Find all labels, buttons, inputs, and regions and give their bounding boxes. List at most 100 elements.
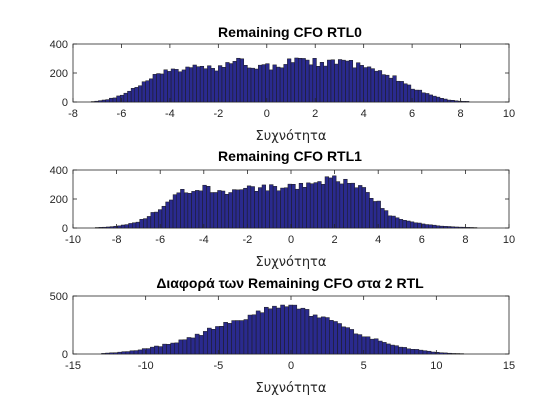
histogram-bar (101, 353, 106, 355)
histogram-bar (251, 314, 257, 355)
histogram-bar (174, 69, 179, 103)
x-tick-label: 6 (409, 108, 415, 120)
histogram-bar (138, 85, 143, 103)
histogram-bar (439, 98, 444, 103)
histogram-bar (367, 66, 372, 103)
histogram-bar (167, 71, 172, 103)
y-axis-ticks-rtl0: 0 200 400 (50, 39, 509, 109)
x-tick-label: -10 (65, 234, 81, 246)
histogram-bar (139, 219, 144, 229)
histogram-bar (235, 320, 241, 355)
histogram-bar (321, 184, 326, 229)
histogram-bar (149, 78, 154, 103)
x-tick-label: 6 (419, 234, 425, 246)
histogram-bar (214, 70, 219, 103)
histogram-bar (417, 89, 423, 103)
histogram-bar (291, 184, 296, 229)
histogram-bar (443, 352, 448, 355)
x-tick-label: -2 (243, 234, 253, 246)
histogram-bar (374, 70, 379, 103)
histogram-bar (194, 333, 200, 355)
histogram-bar (414, 89, 419, 103)
histogram-bar (182, 339, 188, 355)
histogram-bar (414, 349, 420, 355)
y-tick-label: 0 (62, 97, 68, 109)
x-axis-ticks-difference: -15 -10 -5 0 5 10 15 (65, 296, 515, 372)
histogram-bar (392, 75, 397, 103)
histogram-bar (406, 348, 412, 355)
histogram-bar (221, 67, 226, 103)
histogram-bar (165, 201, 170, 229)
histogram-bar (381, 74, 386, 103)
histogram-bar (341, 59, 346, 103)
histogram-bar (394, 345, 399, 355)
histogram-bar (407, 84, 412, 103)
histogram-bar (402, 220, 407, 229)
histogram-bar (399, 81, 404, 103)
histogram-bar (280, 304, 285, 355)
histogram-bar (146, 216, 152, 229)
histogram-bar (150, 346, 155, 355)
x-tick-label: 0 (288, 360, 294, 372)
histogram-bar (438, 352, 444, 355)
histogram-bar (353, 333, 359, 355)
histogram-bar (410, 221, 415, 229)
histogram-bar (280, 187, 285, 229)
histogram-bar (372, 201, 378, 229)
histogram-bar (170, 342, 175, 355)
histogram-bar (306, 182, 311, 229)
histogram-bar (180, 189, 185, 229)
histogram-bar (232, 189, 237, 229)
histogram-bar (357, 334, 363, 355)
histogram-bar (276, 307, 281, 355)
histogram-bar (254, 191, 259, 229)
histogram-bar (203, 68, 208, 103)
histogram-bar (166, 344, 171, 355)
y-tick-label: 200 (50, 68, 68, 80)
histogram-bar (436, 96, 441, 103)
histogram-bar (265, 190, 270, 229)
x-tick-label: -10 (138, 360, 154, 372)
histogram-bar (101, 99, 106, 103)
histogram-bar (290, 62, 295, 103)
histogram-bar (377, 70, 383, 103)
subplot-rtl1: Remaining CFO RTL1 0 200 400 -10 -8 -6 -4 -2 0 2… (50, 148, 515, 270)
histogram-bar (178, 339, 184, 355)
histogram-bar (211, 329, 216, 355)
histogram-bar (113, 352, 119, 355)
histogram-bar (102, 226, 107, 229)
chart-title: Διαφορά των Remaining CFO στα 2 RTL (156, 275, 424, 291)
histogram-bar (195, 190, 200, 229)
histogram-bar (202, 331, 208, 355)
histogram-bar (422, 350, 428, 355)
histogram-bar (232, 61, 237, 103)
histogram-bar (317, 181, 322, 229)
x-tick-label: 2 (332, 234, 338, 246)
histogram-bar (428, 94, 433, 103)
histogram-bar (276, 190, 281, 229)
x-axis-label: Συχνότητα (256, 381, 327, 396)
histogram-bar (258, 64, 263, 103)
histogram-bar (146, 348, 151, 355)
x-tick-label: -8 (112, 234, 122, 246)
histogram-bar (373, 338, 379, 355)
histogram-bar (143, 218, 148, 229)
histogram-bar (425, 93, 430, 103)
histogram-bar (413, 222, 418, 229)
histogram-bar (432, 224, 437, 229)
histogram-bar (198, 190, 203, 229)
histogram-bar (384, 210, 389, 229)
x-tick-label: -15 (65, 360, 81, 372)
histogram-bar (243, 187, 248, 229)
bars-rtl0 (90, 57, 470, 103)
histogram-bar (261, 184, 266, 229)
histogram-bar (124, 224, 129, 229)
histogram-bar (218, 65, 223, 103)
histogram-bar (178, 71, 183, 103)
histogram-bar (132, 222, 137, 229)
histogram-bar (133, 350, 139, 355)
histogram-bar (450, 226, 455, 229)
histogram-bar (223, 322, 228, 355)
histogram-bar (235, 189, 241, 229)
histogram-bar (365, 336, 371, 355)
